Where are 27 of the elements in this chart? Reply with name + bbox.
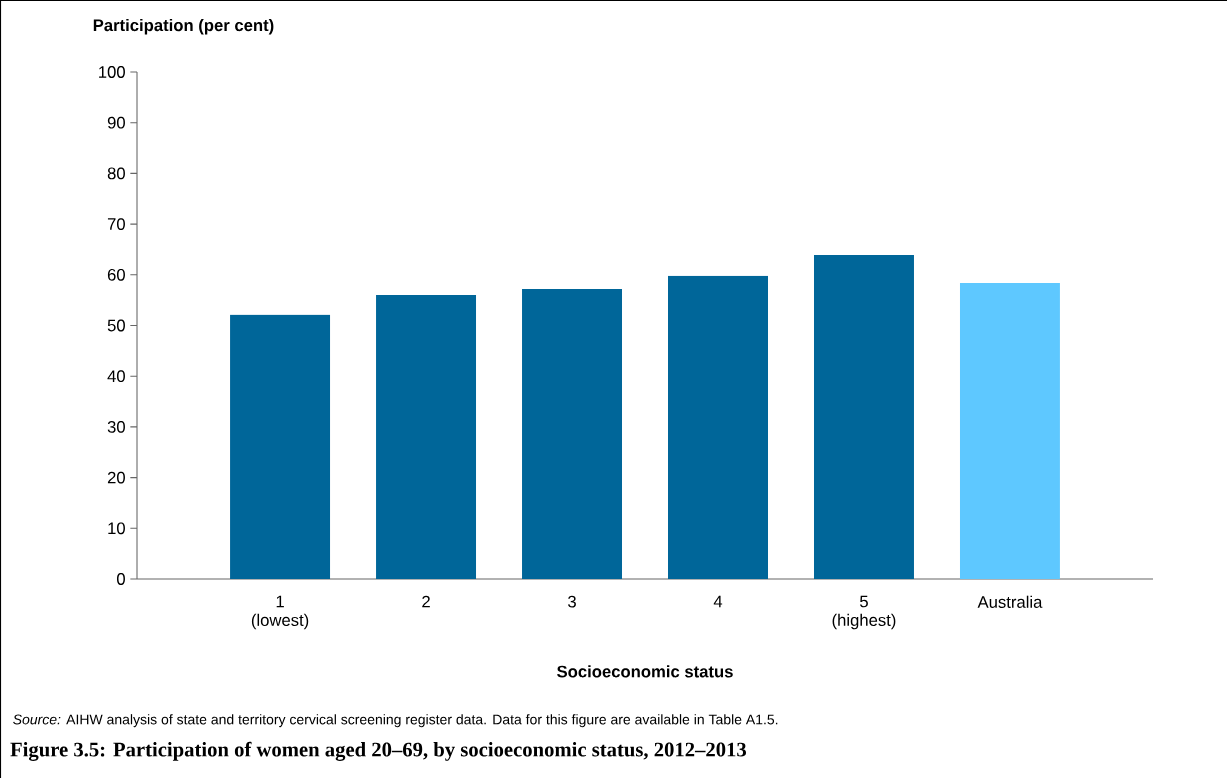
y-tick-label: 50	[107, 319, 125, 332]
text: Figure 3.5: Participation of women aged 20–69, by socioeconomic status, 2012–2013	[10, 741, 747, 761]
bar	[376, 295, 477, 579]
bar	[668, 275, 768, 579]
x-tick-label: 2	[422, 595, 430, 608]
x-tick-label: 4	[713, 595, 723, 608]
y-tick-label: 10	[108, 522, 125, 535]
y-tick-label: 100	[99, 66, 125, 78]
y-tick-label: 30	[107, 421, 125, 433]
x-tick-label: Australia	[977, 595, 1043, 608]
bar	[813, 255, 914, 579]
x-axis-title: Socioeconomic status	[557, 665, 733, 678]
y-tick-label: 70	[107, 218, 125, 230]
y-tick-label: 60	[107, 268, 125, 281]
bar	[959, 282, 1060, 579]
x-tick-label: 5 (highest)	[832, 595, 896, 630]
y-tick-label: 90	[107, 116, 125, 129]
x-tick-label: 1 (lowest)	[251, 595, 309, 630]
y-tick-label: 20	[107, 471, 125, 484]
x-tick-label: 3	[568, 595, 576, 608]
y-tick-label: 40	[107, 370, 125, 383]
y-axis-title: Participation (per cent)	[93, 18, 274, 35]
y-tick-label: 80	[107, 167, 125, 180]
y-tick-label: 0	[117, 573, 125, 585]
bar	[230, 314, 331, 579]
text: Source: AIHW analysis of state and territory cervical screening register data. Data for this figure are available in Table A1.5.	[13, 714, 778, 728]
bar	[522, 288, 623, 579]
